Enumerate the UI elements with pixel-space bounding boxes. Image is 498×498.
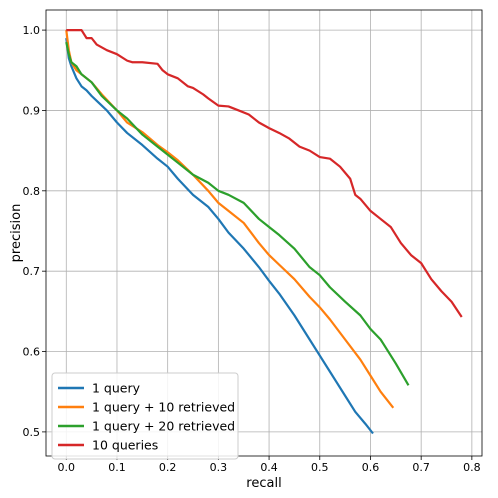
series-line-2 xyxy=(65,29,395,409)
x-tick-label: 0.2 xyxy=(159,461,177,474)
y-tick-label: 0.5 xyxy=(23,426,41,439)
x-tick-label: 0.6 xyxy=(362,461,380,474)
legend: 1 query 1 query + 10 retrieved 1 query + 2… xyxy=(51,372,239,460)
plot-frame xyxy=(45,9,483,457)
y-tick-label: 0.9 xyxy=(23,104,41,117)
legend-entry-label: 10 queries xyxy=(92,438,158,453)
y-axis-label: precision xyxy=(9,204,24,263)
legend-entry-label: 1 query xyxy=(92,381,141,396)
y-tick-label: 0.6 xyxy=(23,346,41,359)
x-tick-label: 0.0 xyxy=(58,461,76,474)
series-line-3 xyxy=(65,41,410,386)
x-tick-label: 0.3 xyxy=(210,461,228,474)
series-layer xyxy=(65,28,463,435)
x-tick-label: 0.4 xyxy=(260,461,278,474)
y-tick-label: 0.8 xyxy=(23,185,41,198)
y-tick-label: 0.7 xyxy=(23,265,41,278)
legend-box xyxy=(51,372,239,460)
x-tick-label: 0.8 xyxy=(463,461,481,474)
x-tick-label: 0.7 xyxy=(412,461,430,474)
tick-layer: 0.0 0.1 0.2 0.3 0.4 0.5 0.6 0.7 0.8 0.5 0.6 0.7 0.8 0… xyxy=(23,24,481,474)
series-line-1 xyxy=(65,37,374,435)
x-tick-label: 0.5 xyxy=(311,461,329,474)
series-line-4 xyxy=(66,28,463,318)
grid-layer xyxy=(46,10,482,456)
legend-entry-label: 1 query + 20 retrieved xyxy=(92,419,235,434)
legend-entry-label: 1 query + 10 retrieved xyxy=(92,400,235,415)
x-tick-label: 0.1 xyxy=(108,461,126,474)
x-axis-label: recall xyxy=(246,476,281,491)
y-tick-label: 1.0 xyxy=(23,24,41,37)
